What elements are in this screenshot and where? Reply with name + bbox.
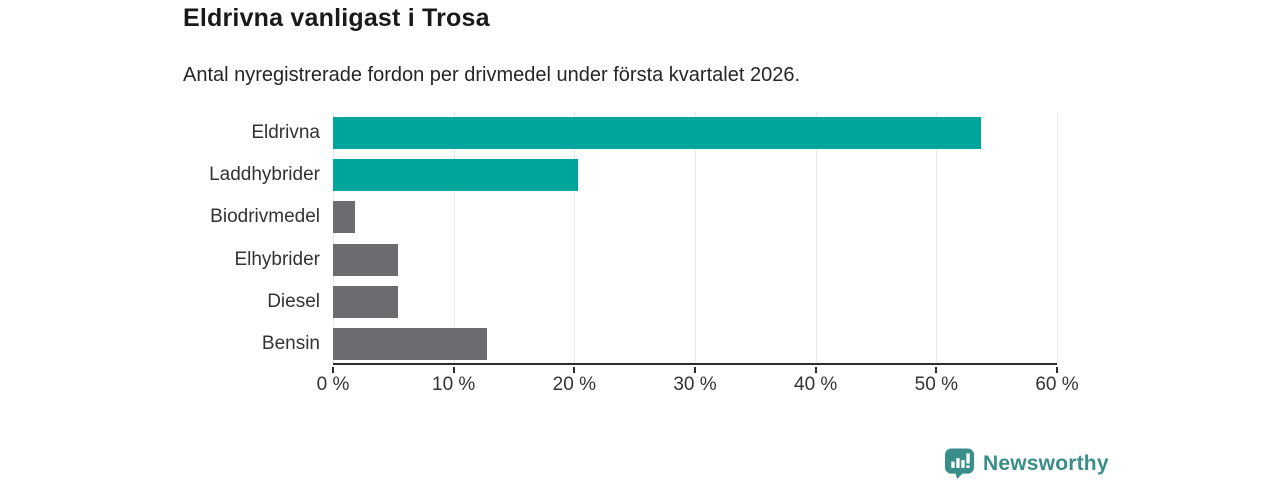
x-tick-mark-60 (1056, 367, 1058, 373)
plot-area (333, 112, 1058, 365)
bar-diesel (333, 285, 399, 318)
category-label-biodrivmedel: Biodrivmedel (210, 206, 320, 228)
gridline-30 (695, 112, 696, 363)
newsworthy-wordmark: Newsworthy (983, 451, 1109, 475)
bar-laddhybrider (333, 159, 578, 192)
category-label-laddhybrider: Laddhybrider (209, 164, 320, 186)
gridline-10 (453, 112, 455, 363)
gridline-50 (936, 112, 938, 363)
chart-subtitle: Antal nyregistrerade fordon per drivmede… (183, 64, 801, 86)
x-tick-mark-0 (332, 367, 334, 373)
gridline-60 (1057, 112, 1058, 363)
x-tick-mark-10 (452, 367, 455, 373)
x-tick-mark-40 (814, 367, 817, 373)
y-axis-category-labels: Eldrivna Laddhybrider Biodrivmedel Elhybrid… (120, 112, 320, 365)
x-tick-mark-20 (573, 367, 576, 373)
category-label-bensin: Bensin (261, 332, 320, 354)
bar-elhybrider (333, 243, 399, 276)
chart-title: Eldrivna vanligast i Trosa (183, 4, 490, 32)
gridline-20 (574, 112, 576, 363)
category-label-diesel: Diesel (267, 290, 320, 312)
x-tick-mark-50 (935, 367, 938, 373)
category-label-elhybrider: Elhybrider (234, 248, 320, 270)
x-tick-label-0: 0 % (316, 374, 350, 395)
x-tick-label-40: 40 % (794, 374, 838, 395)
x-tick-label-30: 30 % (673, 374, 717, 395)
x-tick-label-10: 10 % (432, 374, 476, 395)
x-tick-label-20: 20 % (552, 374, 596, 395)
gridline-40 (815, 112, 817, 363)
category-label-eldrivna: Eldrivna (251, 122, 320, 144)
x-tick-label-60: 60 % (1035, 374, 1079, 395)
newsworthy-icon (944, 448, 975, 479)
x-tick-mark-30 (694, 367, 696, 373)
gridline-0 (333, 112, 334, 363)
bar-bensin (333, 327, 488, 360)
bar-eldrivna (333, 117, 981, 150)
x-tick-label-50: 50 % (914, 374, 958, 395)
newsworthy-logo: Newsworthy (944, 448, 1109, 479)
bar-biodrivmedel (333, 201, 355, 234)
